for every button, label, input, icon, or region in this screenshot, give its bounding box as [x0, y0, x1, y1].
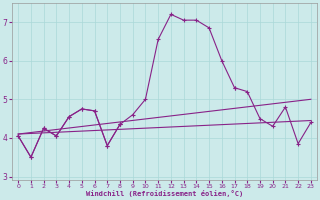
X-axis label: Windchill (Refroidissement éolien,°C): Windchill (Refroidissement éolien,°C) — [86, 190, 243, 197]
